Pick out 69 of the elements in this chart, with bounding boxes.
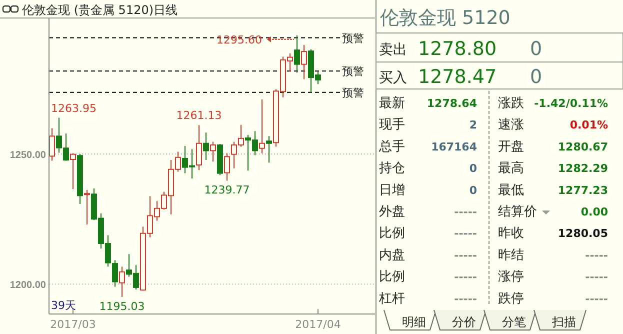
candlestick bbox=[259, 98, 265, 154]
tab: 扫描 bbox=[534, 310, 586, 330]
chart-title: 伦敦金现 (贵金属 5120)日线 bbox=[22, 3, 178, 17]
ref-line-label: 预警 bbox=[342, 32, 364, 45]
text: 昨收 bbox=[498, 226, 524, 242]
x-tick-label: 2017/04 bbox=[295, 318, 341, 331]
text: 杠杆 bbox=[378, 291, 405, 306]
x-tick-label: 2017/03 bbox=[50, 318, 96, 331]
text: 0.00 bbox=[580, 206, 608, 218]
annotation: 1263.95 bbox=[51, 102, 96, 115]
text: 167164 bbox=[431, 140, 478, 154]
text: 最高 bbox=[498, 160, 524, 176]
text: 速涨 bbox=[498, 118, 524, 133]
text: 1282.29 bbox=[558, 162, 608, 176]
text: 比例 bbox=[379, 270, 405, 285]
text: 内盘 bbox=[379, 248, 405, 263]
text: 涨停 bbox=[498, 270, 524, 285]
text: 最低 bbox=[498, 182, 524, 198]
ref-line-label: 预警 bbox=[342, 86, 364, 100]
text: -1.42/0.11% bbox=[534, 97, 608, 110]
candlestick bbox=[301, 44, 307, 80]
text: 1278.64 bbox=[426, 97, 478, 110]
annotation: 39天 bbox=[51, 299, 76, 312]
candlestick bbox=[119, 266, 125, 298]
text: ----- bbox=[454, 292, 477, 306]
text: 持仓 bbox=[379, 161, 405, 176]
text: 0 bbox=[469, 184, 478, 197]
text: 最新 bbox=[379, 96, 405, 111]
ref-line-label: 预警 bbox=[342, 65, 364, 78]
candlestick bbox=[266, 136, 272, 164]
text: 0.01% bbox=[570, 118, 608, 132]
text: 伦敦金现 5120 bbox=[380, 7, 510, 29]
text: 涨跌 bbox=[498, 96, 524, 111]
text: 0 bbox=[469, 162, 478, 176]
candlestick bbox=[49, 128, 55, 162]
annotation: 1295.60 bbox=[216, 33, 262, 46]
text: ----- bbox=[454, 206, 477, 218]
text: 买入 bbox=[379, 70, 407, 86]
text: 1278.80 bbox=[418, 38, 497, 60]
text: 2 bbox=[469, 118, 477, 132]
text: 结算价 bbox=[498, 204, 537, 220]
text: 1278.47 bbox=[418, 66, 497, 88]
text: ----- bbox=[454, 248, 477, 262]
annotation: 1239.77 bbox=[204, 184, 250, 197]
text: 总手 bbox=[378, 139, 405, 154]
text: 比例 bbox=[379, 226, 405, 242]
text: 日增 bbox=[379, 182, 405, 198]
text: ----- bbox=[454, 270, 477, 284]
text: 开盘 bbox=[498, 139, 524, 154]
text: 0 bbox=[530, 38, 542, 60]
text: 卖出 bbox=[379, 42, 407, 58]
text: 跌停 bbox=[498, 291, 524, 306]
text: ----- bbox=[585, 270, 608, 284]
text: ----- bbox=[585, 292, 608, 306]
text: 0 bbox=[530, 66, 542, 88]
annotation: 1195.03 bbox=[99, 300, 145, 314]
candlestick bbox=[203, 132, 209, 161]
candlestick bbox=[294, 34, 300, 74]
annotation: 1261.13 bbox=[176, 109, 222, 122]
text: ----- bbox=[454, 227, 477, 240]
text: 1277.23 bbox=[558, 184, 608, 197]
text: 外盘 bbox=[379, 204, 405, 220]
y-tick-label: 1200.00 bbox=[10, 280, 46, 292]
text: 昨结 bbox=[498, 248, 524, 263]
text: 1280.05 bbox=[558, 227, 608, 240]
text: ----- bbox=[585, 248, 608, 262]
text: 1280.67 bbox=[558, 140, 608, 154]
text: 现手 bbox=[379, 118, 405, 133]
y-tick-label: 1250.00 bbox=[10, 150, 46, 162]
